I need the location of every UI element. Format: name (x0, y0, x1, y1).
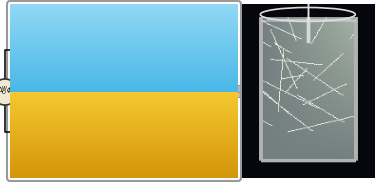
Text: O: O (97, 43, 103, 52)
Text: NH: NH (147, 64, 158, 72)
Text: O: O (137, 98, 143, 106)
Circle shape (0, 79, 18, 105)
Text: N: N (112, 33, 117, 39)
Text: Potential-controlled: Potential-controlled (248, 27, 358, 37)
Bar (232, 92, 240, 97)
Text: Organic: Organic (22, 158, 68, 168)
Text: HO: HO (106, 90, 118, 100)
Text: $\mathregular{H_3C}$: $\mathregular{H_3C}$ (86, 20, 101, 30)
Bar (196, 85, 204, 92)
Text: $\mathregular{CH_3}$: $\mathregular{CH_3}$ (146, 47, 161, 57)
Bar (220, 92, 228, 97)
Bar (208, 85, 216, 92)
Text: Aqueous: Aqueous (22, 12, 73, 22)
Bar (38, 45, 60, 55)
Text: $\Delta_O^W\phi$: $\Delta_O^W\phi$ (0, 84, 13, 98)
Bar (208, 92, 216, 97)
Bar (38, 127, 60, 137)
FancyArrowPatch shape (125, 64, 145, 84)
Text: HO: HO (93, 115, 104, 124)
Text: N: N (138, 54, 144, 60)
Bar (244, 85, 252, 92)
Text: H: H (146, 52, 150, 58)
Text: O: O (123, 19, 129, 27)
Text: N: N (133, 47, 139, 53)
Bar (232, 85, 240, 92)
Bar (244, 92, 252, 97)
Text: C: C (141, 50, 145, 56)
Bar (220, 85, 228, 92)
Bar (196, 92, 204, 97)
Text: cocrystallisation: cocrystallisation (248, 39, 339, 49)
Text: N: N (132, 39, 136, 45)
